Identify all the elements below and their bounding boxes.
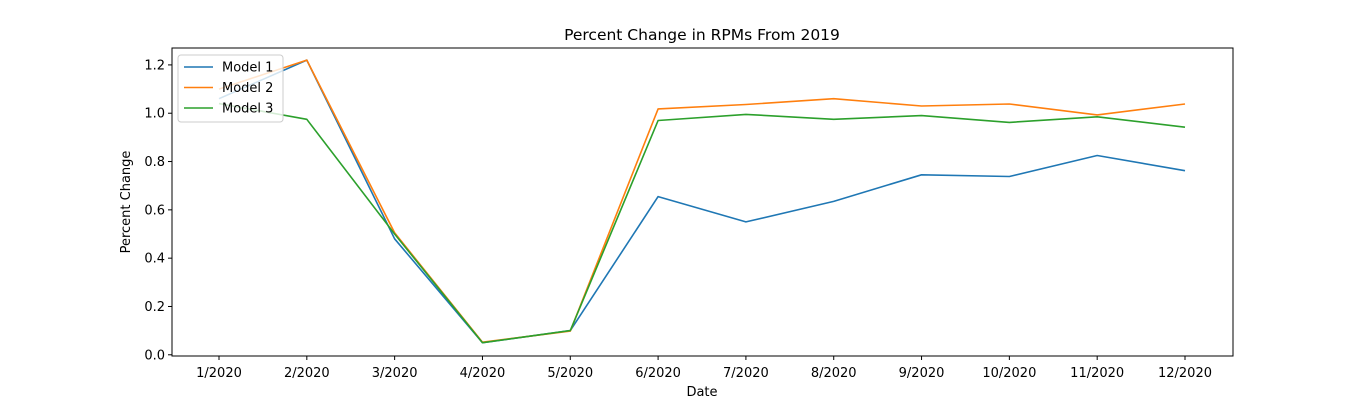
x-tick-label: 3/2020 <box>372 366 418 381</box>
y-axis-title: Percent Change <box>119 151 134 254</box>
chart-title: Percent Change in RPMs From 2019 <box>564 26 840 44</box>
series-line-model-3 <box>218 102 1186 344</box>
y-tick-label: 0.4 <box>144 252 165 267</box>
x-tick-label: 2/2020 <box>284 366 330 381</box>
x-tick-label: 1/2020 <box>196 366 242 381</box>
x-tick-label: 8/2020 <box>811 366 857 381</box>
x-axis: 1/2020 2/2020 3/2020 4/2020 5/2020 6/2020 7/20… <box>196 356 1212 381</box>
y-tick-label: 0.2 <box>144 300 165 315</box>
y-tick-label: 1.2 <box>144 58 165 73</box>
x-tick-label: 11/2020 <box>1070 366 1124 381</box>
x-tick-label: 10/2020 <box>982 366 1036 381</box>
series-line-model-1 <box>218 59 1186 344</box>
series-layer <box>218 59 1186 344</box>
x-tick-label: 5/2020 <box>547 366 593 381</box>
legend-box <box>177 54 284 123</box>
plot-area-frame <box>171 47 1234 357</box>
x-tick-label: 9/2020 <box>899 366 945 381</box>
x-tick-label: 12/2020 <box>1158 366 1212 381</box>
legend-label: Model 1 <box>222 61 273 76</box>
x-tick-label: 7/2020 <box>723 366 769 381</box>
y-tick-label: 0.0 <box>144 348 165 363</box>
legend: Model 1 Model 2 Model 3 <box>177 54 284 123</box>
series-line-model-2 <box>218 59 1186 344</box>
legend-label: Model 2 <box>222 81 273 96</box>
y-tick-label: 1.0 <box>144 107 165 122</box>
x-tick-label: 4/2020 <box>460 366 506 381</box>
x-tick-label: 6/2020 <box>635 366 681 381</box>
legend-label: Model 3 <box>222 102 273 117</box>
x-axis-title: Date <box>686 385 717 400</box>
y-axis: 0.0 0.2 0.4 0.6 0.8 1.0 1.2 <box>144 58 172 363</box>
y-tick-label: 0.6 <box>144 203 165 218</box>
y-tick-label: 0.8 <box>144 155 165 170</box>
